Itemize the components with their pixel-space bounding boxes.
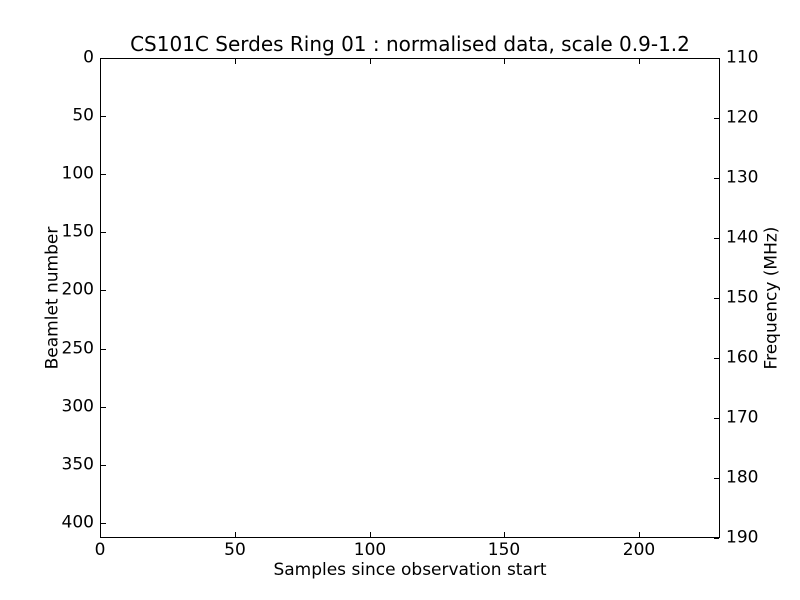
chart-title: CS101C Serdes Ring 01 : normalised data,… [130, 32, 690, 56]
y-right-tick-label: 120 [726, 107, 759, 128]
y-left-tick [101, 465, 106, 466]
x-tick-bottom [504, 532, 505, 537]
y-right-tick-label: 160 [726, 347, 759, 368]
y-right-tick [714, 358, 719, 359]
x-tick-label: 50 [224, 540, 246, 560]
x-tick-top [370, 59, 371, 64]
x-tick-bottom [370, 532, 371, 537]
y-axis-label-right: Frequency (MHz) [761, 226, 782, 370]
y-right-tick [714, 538, 719, 539]
y-left-tick-label: 50 [72, 105, 94, 126]
y-right-tick [714, 298, 719, 299]
y-right-tick [714, 478, 719, 479]
y-right-tick-label: 110 [726, 47, 759, 68]
y-left-tick [101, 58, 106, 59]
y-right-tick [714, 118, 719, 119]
x-tick-top [100, 59, 101, 64]
x-axis-label: Samples since observation start [273, 560, 547, 580]
y-left-tick-label: 400 [61, 512, 94, 533]
y-left-tick [101, 407, 106, 408]
y-right-tick-label: 130 [726, 167, 759, 188]
y-left-tick-label: 300 [61, 396, 94, 417]
y-right-tick-label: 150 [726, 287, 759, 308]
y-left-tick-label: 0 [83, 47, 94, 68]
x-tick-label: 150 [487, 540, 521, 560]
y-left-tick [101, 232, 106, 233]
x-tick-label: 200 [622, 540, 656, 560]
y-axis-label-left: Beamlet number [42, 226, 63, 370]
y-right-tick [714, 178, 719, 179]
y-left-tick-label: 200 [61, 279, 94, 300]
y-left-tick [101, 290, 106, 291]
y-left-tick-label: 150 [61, 221, 94, 242]
y-left-tick [101, 116, 106, 117]
x-tick-top [639, 59, 640, 64]
y-right-tick-label: 140 [726, 227, 759, 248]
y-left-tick-label: 350 [61, 454, 94, 475]
y-left-tick [101, 349, 106, 350]
y-right-tick [714, 238, 719, 239]
y-right-tick-label: 190 [726, 527, 759, 548]
y-left-tick-label: 250 [61, 338, 94, 359]
x-tick-top [504, 59, 505, 64]
y-right-tick-label: 170 [726, 407, 759, 428]
x-tick-top [235, 59, 236, 64]
y-right-tick-label: 180 [726, 467, 759, 488]
x-tick-bottom [639, 532, 640, 537]
y-left-tick-label: 100 [61, 163, 94, 184]
x-tick-label: 100 [353, 540, 387, 560]
y-right-tick [714, 418, 719, 419]
x-tick-bottom [100, 532, 101, 537]
y-right-tick [714, 58, 719, 59]
x-tick-label: 0 [94, 540, 106, 560]
x-tick-bottom [235, 532, 236, 537]
plot-area [100, 58, 720, 538]
y-left-tick [101, 174, 106, 175]
y-left-tick [101, 523, 106, 524]
